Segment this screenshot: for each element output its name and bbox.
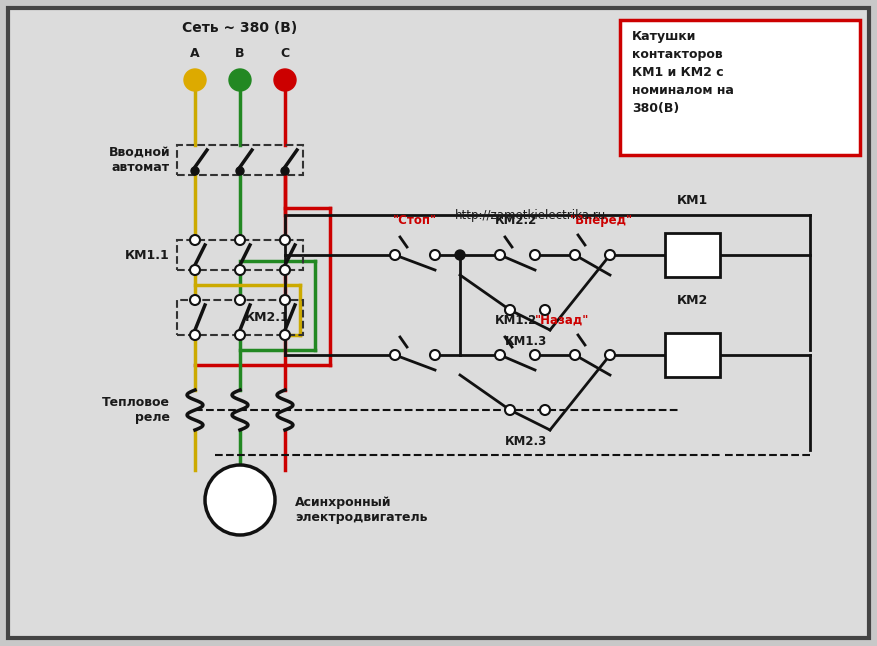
Text: A: A <box>190 47 200 60</box>
Circle shape <box>605 350 615 360</box>
Text: КМ1.1: КМ1.1 <box>125 249 170 262</box>
Circle shape <box>184 69 206 91</box>
Bar <box>177 240 303 270</box>
Circle shape <box>190 235 200 245</box>
Text: C: C <box>281 47 289 60</box>
Circle shape <box>505 305 515 315</box>
Circle shape <box>205 465 275 535</box>
Circle shape <box>455 250 465 260</box>
Circle shape <box>190 330 200 340</box>
Circle shape <box>530 250 540 260</box>
Text: КМ2.3: КМ2.3 <box>505 435 547 448</box>
Circle shape <box>390 350 400 360</box>
Circle shape <box>191 167 199 175</box>
Circle shape <box>430 350 440 360</box>
Text: Вводной
автомат: Вводной автомат <box>109 146 170 174</box>
Text: КМ1.2: КМ1.2 <box>495 314 538 327</box>
Circle shape <box>495 350 505 360</box>
Circle shape <box>495 250 505 260</box>
Circle shape <box>530 350 540 360</box>
Text: "Назад": "Назад" <box>535 314 589 327</box>
Circle shape <box>236 167 244 175</box>
Text: КМ2.2: КМ2.2 <box>495 214 538 227</box>
Circle shape <box>190 265 200 275</box>
Circle shape <box>235 330 245 340</box>
Circle shape <box>235 295 245 305</box>
Circle shape <box>280 295 290 305</box>
Circle shape <box>570 250 580 260</box>
Circle shape <box>280 330 290 340</box>
Circle shape <box>274 69 296 91</box>
Bar <box>665 233 720 277</box>
Text: Асинхронный
электродвигатель: Асинхронный электродвигатель <box>295 496 427 524</box>
Circle shape <box>605 250 615 260</box>
Circle shape <box>235 235 245 245</box>
Circle shape <box>229 69 251 91</box>
Circle shape <box>280 265 290 275</box>
Bar <box>177 300 303 335</box>
Text: "Вперед": "Вперед" <box>570 214 633 227</box>
Circle shape <box>281 167 289 175</box>
Circle shape <box>390 250 400 260</box>
Text: КМ2.1: КМ2.1 <box>245 311 289 324</box>
Circle shape <box>235 265 245 275</box>
Text: "Стоп": "Стоп" <box>393 214 437 227</box>
Circle shape <box>540 405 550 415</box>
Circle shape <box>430 250 440 260</box>
Text: Сеть ~ 380 (В): Сеть ~ 380 (В) <box>182 21 297 35</box>
Text: Тепловое
реле: Тепловое реле <box>102 396 170 424</box>
Text: КМ1.3: КМ1.3 <box>505 335 547 348</box>
Text: КМ2: КМ2 <box>677 294 708 307</box>
Text: Катушки
контакторов
КМ1 и КМ2 с
номиналом на
380(В): Катушки контакторов КМ1 и КМ2 с номинало… <box>632 30 734 115</box>
Circle shape <box>540 305 550 315</box>
Circle shape <box>280 235 290 245</box>
Circle shape <box>570 350 580 360</box>
Text: http://zametkielectrika.ru: http://zametkielectrika.ru <box>454 209 606 222</box>
Text: КМ1: КМ1 <box>677 194 708 207</box>
Bar <box>620 20 860 155</box>
Bar <box>665 333 720 377</box>
Bar <box>177 145 303 175</box>
Circle shape <box>190 295 200 305</box>
Circle shape <box>505 405 515 415</box>
Text: B: B <box>235 47 245 60</box>
